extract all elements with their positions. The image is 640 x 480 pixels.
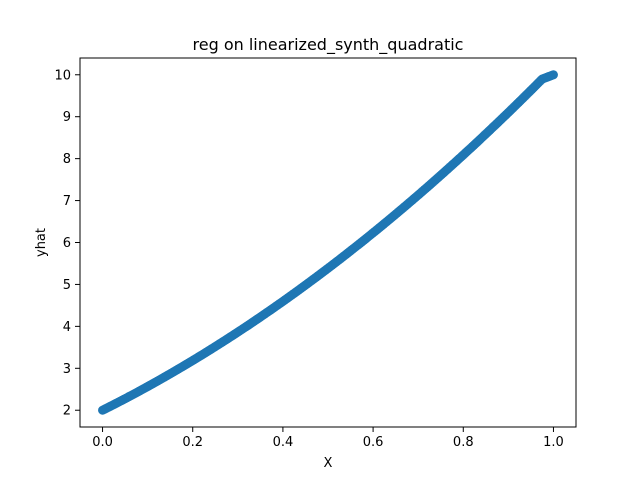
y-tick-label: 2 <box>63 404 71 419</box>
x-axis-ticks: 0.0 0.2 0.4 0.6 0.8 1.0 <box>92 427 564 450</box>
x-tick-label: 0.8 <box>453 435 474 450</box>
y-tick-label: 9 <box>63 110 71 125</box>
y-tick-label: 7 <box>63 194 71 209</box>
y-tick-label: 5 <box>63 278 71 293</box>
y-tick-label: 6 <box>63 236 71 251</box>
x-axis-label: X <box>324 456 333 471</box>
x-tick-label: 0.0 <box>92 435 113 450</box>
data-point <box>548 70 558 80</box>
y-axis-ticks: 2 3 4 5 6 7 8 9 10 <box>54 68 80 419</box>
y-tick-label: 4 <box>63 320 71 335</box>
chart-title: reg on linearized_synth_quadratic <box>193 35 464 55</box>
y-tick-label: 3 <box>63 362 71 377</box>
y-tick-label: 10 <box>54 68 71 83</box>
x-tick-label: 0.2 <box>182 435 203 450</box>
x-tick-label: 1.0 <box>543 435 564 450</box>
y-tick-label: 8 <box>63 152 71 167</box>
y-axis-label: yhat <box>34 228 49 257</box>
x-tick-label: 0.6 <box>363 435 384 450</box>
x-tick-label: 0.4 <box>273 435 294 450</box>
data-points <box>98 70 558 415</box>
